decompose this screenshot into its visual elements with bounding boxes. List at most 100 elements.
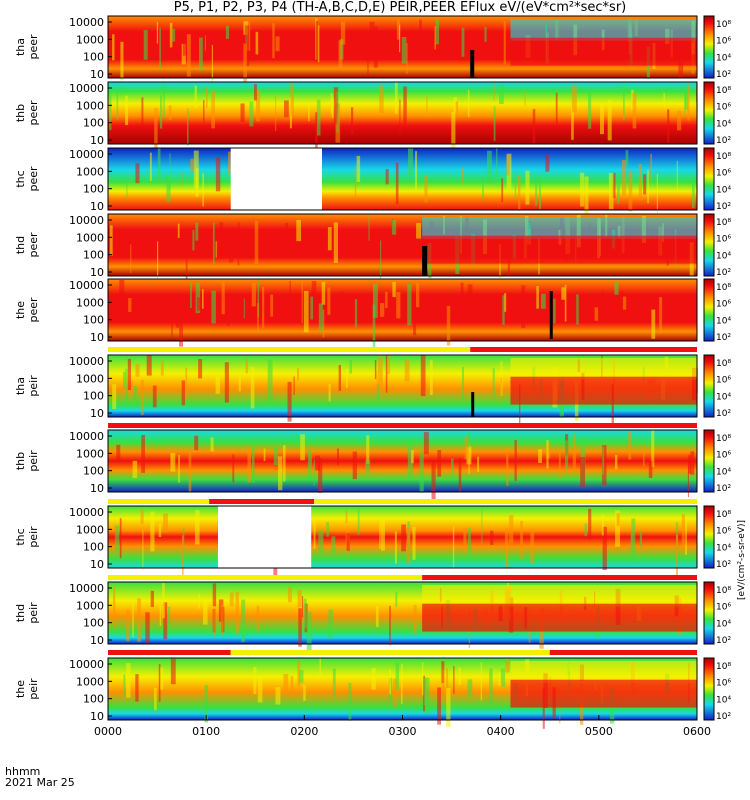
- status-bar-segment: [549, 650, 697, 655]
- heatmap-stripe: [458, 667, 462, 685]
- heatmap-stripe: [190, 282, 192, 308]
- heatmap-stripe: [293, 376, 295, 395]
- heatmap-stripe: [262, 287, 265, 328]
- panel-quantity-label: peir: [27, 602, 40, 624]
- heatmap-stripe: [416, 222, 421, 239]
- heatmap-stripe: [375, 606, 379, 627]
- heatmap-stripe: [532, 109, 536, 144]
- heatmap-stripe: [178, 454, 180, 483]
- heatmap-stripe: [195, 510, 200, 545]
- y-tick-label: 100: [83, 390, 104, 403]
- heatmap-stripe: [535, 178, 538, 206]
- heatmap-stripe: [327, 287, 331, 315]
- heatmap-stripe: [514, 440, 517, 481]
- heatmap-stripe: [481, 509, 483, 544]
- heatmap-stripe: [169, 153, 171, 190]
- heatmap-stripe: [357, 507, 360, 535]
- heatmap-stripe: [142, 530, 144, 570]
- heatmap-stripe: [195, 222, 199, 241]
- colorbar-tick-label: 10⁴: [716, 316, 731, 326]
- heatmap-stripe: [616, 173, 620, 204]
- heatmap-stripe: [135, 674, 139, 702]
- heatmap-stripe: [616, 513, 620, 527]
- heatmap-stripe: [431, 460, 436, 500]
- heatmap-stripe: [553, 298, 556, 324]
- heatmap-stripe: [206, 87, 208, 109]
- heatmap-stripe: [181, 380, 185, 406]
- colorbar-tick-label: 10⁸: [716, 586, 731, 596]
- panel-quantity-label: peer: [27, 297, 40, 323]
- heatmap-stripe: [251, 283, 256, 307]
- heatmap-stripe: [169, 22, 173, 48]
- heatmap-stripe: [150, 590, 154, 607]
- heatmap-stripe: [141, 435, 145, 473]
- heatmap-stripe: [113, 586, 116, 627]
- y-tick-label: 1000: [76, 523, 104, 536]
- heatmap-stripe: [607, 99, 612, 141]
- heatmap-stripe: [406, 43, 408, 74]
- heatmap-stripe: [345, 510, 348, 524]
- heatmap-stripe: [463, 527, 467, 552]
- heatmap-stripe: [133, 385, 137, 408]
- colorbar-tick-label: 10²: [716, 202, 731, 212]
- heatmap-stripe: [684, 85, 686, 118]
- heatmap-stripe: [126, 177, 128, 198]
- heatmap-stripe: [326, 522, 329, 537]
- heatmap-stripe: [316, 99, 321, 136]
- colorbar-tick-label: 10⁸: [716, 434, 731, 444]
- heatmap-stripe: [283, 674, 289, 691]
- heatmap-stripe: [157, 148, 161, 179]
- heatmap-stripe: [391, 220, 397, 235]
- heatmap-stripe: [127, 358, 131, 391]
- colorbar-tick-label: 10⁸: [716, 20, 731, 30]
- heatmap-stripe: [372, 304, 376, 348]
- heatmap-stripe: [416, 283, 420, 308]
- heatmap-stripe: [521, 285, 526, 329]
- y-tick-label: 10: [90, 482, 104, 495]
- heatmap-stripe: [275, 687, 281, 705]
- heatmap-stripe: [300, 434, 305, 461]
- heatmap-stripe: [602, 290, 604, 319]
- heatmap-stripe: [676, 534, 678, 578]
- heatmap-stripe: [399, 99, 401, 134]
- heatmap-stripe: [571, 103, 574, 140]
- heatmap-stripe: [240, 103, 245, 123]
- heatmap-stripe: [614, 281, 619, 295]
- heatmap-stripe: [401, 663, 403, 704]
- heatmap-stripe: [229, 234, 234, 263]
- panel-quantity-label: peir: [27, 678, 40, 700]
- heatmap-stripe: [426, 96, 428, 114]
- heatmap-stripe: [395, 591, 398, 607]
- heatmap-stripe: [628, 431, 632, 460]
- heatmap-stripe: [270, 294, 274, 317]
- heatmap-stripe: [684, 89, 688, 110]
- heatmap-stripe: [287, 381, 292, 422]
- heatmap-stripe: [685, 520, 687, 555]
- heatmap-stripe: [385, 169, 389, 185]
- heatmap-stripe: [202, 173, 204, 207]
- panel-probe-label: tha: [14, 38, 27, 56]
- heatmap-stripe: [664, 303, 667, 321]
- heatmap-stripe: [253, 667, 257, 694]
- heatmap-stripe: [612, 172, 616, 199]
- colorbar-tick-label: 10²: [716, 636, 731, 646]
- panel-probe-label: thb: [14, 452, 27, 470]
- heatmap-stripe: [193, 294, 195, 312]
- heatmap-stripe: [336, 91, 339, 133]
- heatmap-stripe: [389, 669, 391, 695]
- heatmap-stripe: [379, 85, 384, 114]
- heatmap-stripe: [143, 30, 148, 60]
- heatmap-stripe: [204, 35, 206, 51]
- heatmap-stripe: [338, 365, 341, 391]
- y-tick-label: 10: [90, 68, 104, 81]
- heatmap-stripe: [546, 440, 549, 469]
- heatmap-stripe: [152, 385, 157, 408]
- heatmap-stripe: [219, 222, 224, 238]
- colorbar-tick-label: 10⁶: [716, 103, 731, 113]
- y-tick-label: 10000: [69, 214, 104, 227]
- heatmap-stripe: [296, 220, 301, 242]
- heatmap-stripe: [461, 166, 463, 184]
- y-tick-label: 1000: [76, 599, 104, 612]
- heatmap-stripe: [429, 360, 433, 396]
- y-tick-label: 10000: [69, 16, 104, 29]
